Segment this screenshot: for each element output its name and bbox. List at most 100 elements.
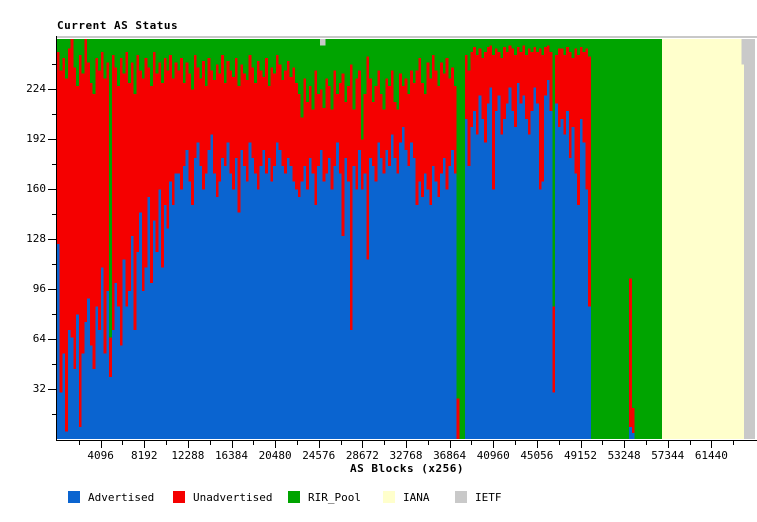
bar-segment-advertised bbox=[207, 149, 211, 439]
x-major-tick bbox=[187, 441, 189, 448]
bar-segment-rir_pool bbox=[327, 39, 332, 87]
bar-segment-advertised bbox=[171, 204, 176, 439]
bar-segment-advertised bbox=[344, 157, 348, 439]
bar-segment-advertised bbox=[303, 165, 307, 439]
bar-segment-rir_pool bbox=[399, 39, 403, 74]
bar-segment-rir_pool bbox=[407, 39, 411, 94]
x-axis-line bbox=[56, 440, 757, 441]
bar-segment-advertised bbox=[193, 157, 197, 439]
bar-segment-unadvertised bbox=[429, 78, 433, 205]
bar-segment-unadvertised bbox=[421, 82, 425, 198]
bar-segment-unadvertised bbox=[163, 57, 167, 205]
bar-segment-rir_pool bbox=[180, 39, 184, 59]
bar-segment-unadvertised bbox=[349, 64, 354, 330]
bar-segment-rir_pool bbox=[538, 39, 542, 49]
bar-segment-rir_pool bbox=[541, 39, 545, 55]
bar-segment-unadvertised bbox=[330, 109, 334, 190]
bar-segment-advertised bbox=[182, 165, 187, 439]
bar-segment-rir_pool bbox=[579, 39, 583, 48]
legend-label-rir_pool: RIR_Pool bbox=[308, 491, 361, 504]
bar-segment-rir_pool bbox=[656, 39, 660, 439]
bar-segment-advertised bbox=[377, 142, 381, 439]
bar-segment-unadvertised bbox=[404, 78, 408, 151]
bar-segment-unadvertised bbox=[185, 62, 189, 151]
bar-segment-unadvertised bbox=[100, 51, 104, 268]
bar-segment-advertised bbox=[128, 290, 132, 439]
bar-segment-rir_pool bbox=[363, 39, 367, 94]
bar-segment-rir_pool bbox=[191, 39, 195, 90]
x-tick-label: 49152 bbox=[563, 449, 598, 462]
bar-segment-iana bbox=[722, 39, 726, 439]
bar-segment-advertised bbox=[218, 181, 222, 439]
bar-segment-rir_pool bbox=[193, 39, 197, 55]
bar-segment-unadvertised bbox=[188, 73, 192, 182]
bar-segment-iana bbox=[670, 39, 674, 439]
bar-segment-advertised bbox=[308, 157, 312, 439]
bar-segment-rir_pool bbox=[560, 39, 564, 49]
bar-segment-unadvertised bbox=[229, 70, 233, 174]
bar-segment-rir_pool bbox=[434, 39, 438, 71]
bar-segment-unadvertised bbox=[243, 73, 247, 166]
bar-segment-advertised bbox=[385, 149, 389, 439]
bar-segment-unadvertised bbox=[281, 79, 285, 166]
y-minor-tick bbox=[52, 414, 56, 415]
bar-segment-rir_pool bbox=[57, 39, 61, 52]
bar-segment-rir_pool bbox=[278, 39, 282, 65]
bar-segment-rir_pool bbox=[393, 39, 397, 102]
bar-segment-iana bbox=[686, 39, 690, 439]
bar-segment-unadvertised bbox=[144, 57, 148, 268]
bar-segment-unadvertised bbox=[89, 82, 93, 346]
bar-segment-advertised bbox=[369, 157, 373, 439]
bar-segment-advertised bbox=[530, 110, 534, 439]
bar-segment-advertised bbox=[92, 368, 96, 439]
bar-segment-unadvertised bbox=[270, 67, 274, 182]
bar-segment-rir_pool bbox=[421, 39, 425, 84]
x-major-tick bbox=[449, 441, 451, 448]
bar-segment-unadvertised bbox=[500, 57, 504, 135]
bar-segment-rir_pool bbox=[303, 39, 307, 79]
bar-segment-unadvertised bbox=[533, 46, 537, 88]
bar-segment-rir_pool bbox=[262, 39, 266, 77]
bar-segment-rir_pool bbox=[568, 39, 573, 52]
bar-segment-advertised bbox=[546, 79, 551, 439]
bar-segment-advertised bbox=[516, 82, 520, 439]
x-minor-tick bbox=[253, 441, 255, 445]
bar-segment-advertised bbox=[273, 165, 277, 439]
bar-segment-ietf bbox=[741, 39, 745, 65]
bar-segment-iana bbox=[664, 39, 668, 439]
bar-segment-unadvertised bbox=[514, 54, 518, 127]
bar-segment-unadvertised bbox=[338, 82, 343, 174]
bar-segment-advertised bbox=[284, 173, 288, 439]
bar-segment-unadvertised bbox=[262, 76, 266, 151]
bar-segment-rir_pool bbox=[426, 39, 430, 63]
bar-segment-advertised bbox=[103, 353, 107, 439]
bar-segment-rir_pool bbox=[336, 39, 340, 94]
bar-segment-advertised bbox=[84, 321, 88, 439]
bar-segment-iana bbox=[708, 39, 712, 439]
bar-segment-rir_pool bbox=[366, 39, 370, 57]
bar-segment-unadvertised bbox=[73, 67, 77, 369]
bar-segment-unadvertised bbox=[585, 48, 589, 190]
bar-segment-advertised bbox=[229, 173, 233, 439]
y-axis-line bbox=[56, 36, 57, 440]
bar-segment-unadvertised bbox=[295, 82, 299, 190]
bar-segment-unadvertised bbox=[78, 54, 83, 427]
bar-segment-unadvertised bbox=[322, 107, 326, 182]
y-tick-label: 32 bbox=[32, 382, 46, 395]
bar-segment-advertised bbox=[629, 426, 633, 439]
bar-segment-unadvertised bbox=[59, 70, 63, 393]
bar-segment-rir_pool bbox=[585, 39, 589, 49]
bar-segment-unadvertised bbox=[473, 46, 477, 112]
bar-segment-unadvertised bbox=[130, 62, 135, 237]
bar-segment-unadvertised bbox=[314, 70, 318, 205]
bar-segment-rir_pool bbox=[574, 39, 578, 49]
bar-segment-rir_pool bbox=[147, 39, 151, 68]
bar-segment-rir_pool bbox=[645, 39, 649, 439]
bar-segment-unadvertised bbox=[325, 78, 329, 174]
bar-segment-rir_pool bbox=[295, 39, 299, 84]
x-minor-tick bbox=[427, 441, 429, 445]
y-minor-tick bbox=[52, 64, 56, 65]
bar-segment-advertised bbox=[161, 267, 165, 439]
x-minor-tick bbox=[122, 441, 124, 445]
bar-segment-rir_pool bbox=[133, 39, 137, 94]
